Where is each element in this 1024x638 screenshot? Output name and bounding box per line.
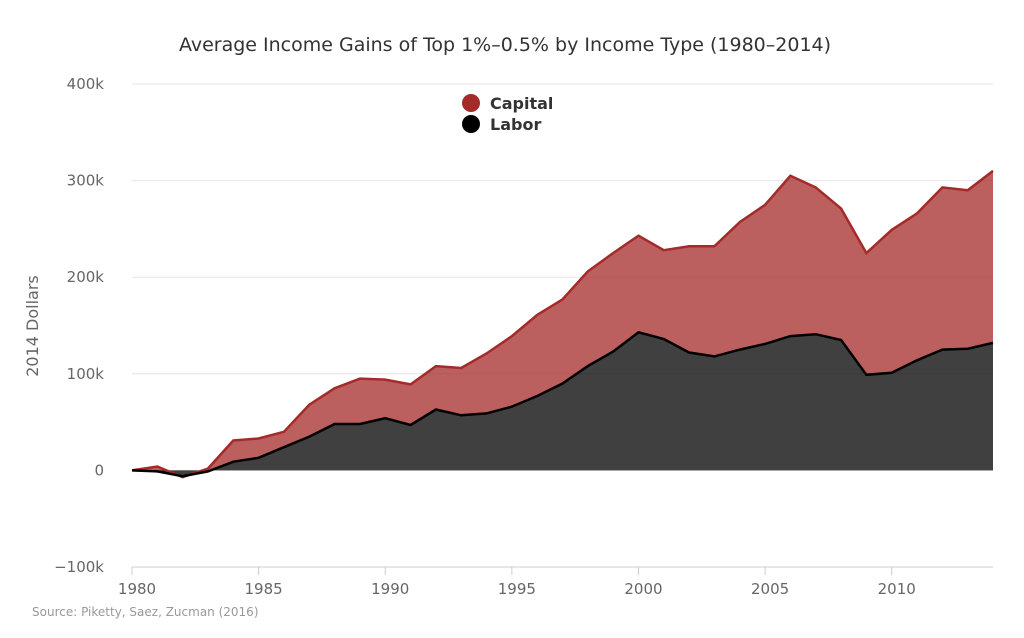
x-tick-label: 1990 xyxy=(371,580,409,598)
legend-marker-labor xyxy=(462,115,480,133)
chart-title: Average Income Gains of Top 1%–0.5% by I… xyxy=(179,34,831,56)
x-tick-label: 1980 xyxy=(118,580,156,598)
x-tick-label: 2000 xyxy=(624,580,662,598)
series-line-capital xyxy=(131,169,994,479)
y-axis: −100k 0 100k 200k 300k 400k xyxy=(54,75,104,576)
series-area-labor xyxy=(132,332,993,477)
y-axis-label: 2014 Dollars xyxy=(23,275,42,377)
legend: Capital Labor xyxy=(462,94,553,134)
y-tick-label: 0 xyxy=(94,461,104,479)
y-tick-label: 100k xyxy=(67,365,105,383)
x-tick-label: 1985 xyxy=(245,580,283,598)
y-tick-label: 400k xyxy=(67,75,105,93)
series-line-labor xyxy=(131,330,994,478)
y-tick-label: 200k xyxy=(67,268,105,286)
legend-marker-capital xyxy=(462,94,480,112)
legend-label-capital: Capital xyxy=(490,94,553,113)
legend-label-labor: Labor xyxy=(490,115,541,134)
source-note: Source: Piketty, Saez, Zucman (2016) xyxy=(32,605,259,619)
x-tick-label: 2010 xyxy=(878,580,916,598)
x-tick-label: 1995 xyxy=(498,580,536,598)
plot-area xyxy=(131,169,994,479)
y-tick-label: 300k xyxy=(67,172,105,190)
x-axis: 1980 1985 1990 1995 2000 2005 2010 xyxy=(118,566,993,598)
y-tick-label: −100k xyxy=(54,558,104,576)
x-tick-label: 2005 xyxy=(751,580,789,598)
series-area-capital xyxy=(132,170,993,478)
